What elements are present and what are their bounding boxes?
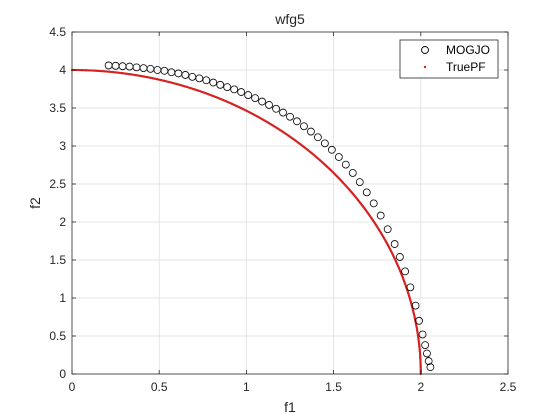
- mogjo-point: [209, 78, 218, 87]
- x-tick-label: 0: [69, 380, 76, 394]
- chart-title: wfg5: [274, 11, 305, 27]
- axes-box: [71, 31, 509, 375]
- mogjo-point: [376, 211, 385, 220]
- legend-marker-truepf: [423, 65, 427, 69]
- mogjo-point: [395, 253, 404, 261]
- truepf-series: [70, 68, 422, 376]
- x-tick-label: 2.5: [500, 380, 517, 394]
- y-tick-labels: 0 0.5 1 1.5 2 2.5 3 3.5 4 4.5: [49, 25, 508, 381]
- mogjo-point: [293, 117, 301, 126]
- legend-label-truepf: TruePF: [446, 60, 486, 74]
- mogjo-point: [286, 112, 294, 121]
- y-tick-label: 1.5: [49, 253, 66, 267]
- y-tick-label: 1: [59, 291, 66, 305]
- x-tick-label: 2: [417, 380, 424, 394]
- y-tick-label: 2.5: [49, 177, 66, 191]
- mogjo-point: [424, 357, 433, 365]
- mogjo-point: [279, 108, 287, 117]
- mogjo-point: [362, 188, 371, 197]
- mogjo-point: [202, 76, 211, 85]
- y-tick-label: 4: [59, 63, 66, 77]
- mogjo-point: [348, 169, 357, 177]
- mogjo-point: [426, 363, 435, 372]
- mogjo-point: [406, 283, 415, 292]
- mogjo-point: [390, 240, 399, 248]
- mogjo-point: [244, 91, 253, 99]
- legend-label-mogjo: MOGJO: [446, 43, 490, 57]
- mogjo-point: [341, 160, 350, 169]
- mogjo-point: [421, 341, 430, 350]
- mogjo-point: [334, 153, 343, 161]
- mogjo-series: [104, 61, 435, 372]
- mogjo-point: [355, 178, 364, 187]
- x-tick-label: 0.5: [151, 380, 168, 394]
- grid-lines: [72, 32, 508, 374]
- x-tick-labels: 0 0.5 1 1.5 2 2.5: [69, 32, 517, 394]
- mogjo-point: [415, 316, 423, 325]
- mogjo-point: [272, 104, 280, 113]
- mogjo-point: [383, 225, 392, 234]
- y-tick-label: 2: [59, 215, 66, 229]
- mogjo-point: [300, 122, 308, 131]
- mogjo-point: [411, 301, 420, 310]
- mogjo-point: [327, 145, 336, 154]
- mogjo-point: [251, 94, 260, 103]
- mogjo-point: [216, 80, 225, 89]
- x-axis-label: f1: [284, 399, 296, 415]
- mogjo-point: [223, 83, 232, 91]
- legend-marker-mogjo: [421, 46, 429, 54]
- x-tick-label: 1: [243, 380, 250, 394]
- mogjo-point: [265, 101, 273, 109]
- mogjo-point: [307, 127, 315, 136]
- mogjo-point: [418, 330, 427, 339]
- y-tick-label: 3: [59, 139, 66, 153]
- mogjo-point: [401, 267, 410, 276]
- y-tick-label: 4.5: [49, 25, 66, 39]
- legend-box: [399, 39, 499, 79]
- mogjo-point: [230, 85, 239, 94]
- mogjo-point: [423, 349, 431, 358]
- y-axis-label: f2: [27, 197, 43, 209]
- y-tick-label: 0: [59, 367, 66, 381]
- mogjo-point: [258, 97, 266, 106]
- mogjo-point: [320, 139, 329, 148]
- y-tick-label: 3.5: [49, 101, 66, 115]
- legend: MOGJO TruePF: [399, 39, 499, 79]
- mogjo-point: [237, 88, 246, 96]
- mogjo-point: [314, 133, 322, 142]
- mogjo-point: [181, 71, 190, 79]
- mogjo-point: [369, 199, 378, 208]
- y-tick-label: 0.5: [49, 329, 66, 343]
- x-tick-label: 1.5: [325, 380, 342, 394]
- mogjo-point: [195, 74, 204, 83]
